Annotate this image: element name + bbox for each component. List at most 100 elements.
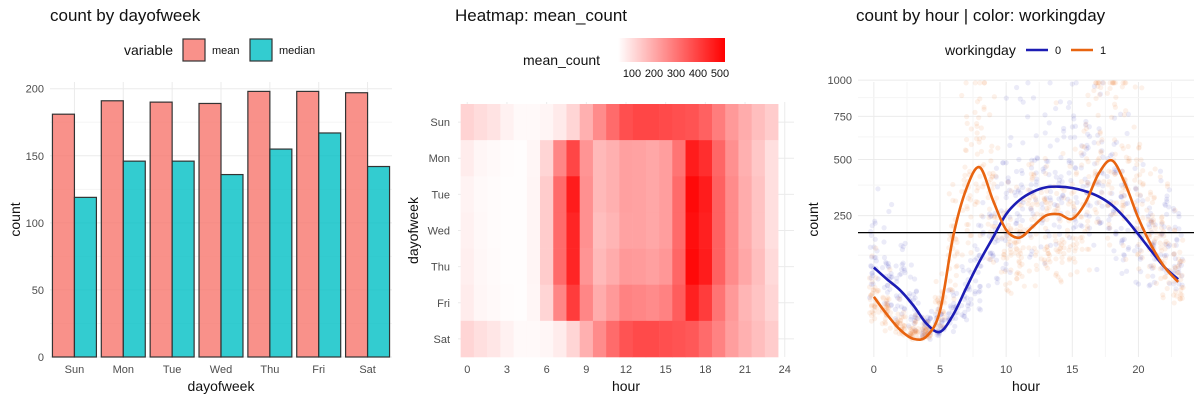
scatter-point-0 bbox=[1048, 197, 1054, 203]
legend-label: 100 bbox=[623, 68, 641, 80]
x-tick-label: 3 bbox=[504, 364, 510, 376]
heat-cell bbox=[738, 248, 752, 286]
heat-cell bbox=[579, 104, 594, 141]
scatter-point-1 bbox=[866, 275, 873, 281]
heat-cell bbox=[659, 284, 673, 322]
scatter-point-0 bbox=[965, 303, 971, 309]
scatter-point-0 bbox=[1173, 286, 1179, 292]
scatter-point-1 bbox=[1164, 183, 1171, 189]
scatter-point-1 bbox=[1112, 171, 1118, 177]
scatter-point-1 bbox=[978, 148, 985, 155]
legend-title: workingday bbox=[944, 42, 1016, 58]
scatter-point-1 bbox=[974, 99, 981, 105]
scatter-point-0 bbox=[1159, 231, 1165, 238]
scatter-point-1 bbox=[1046, 204, 1052, 211]
scatter-point-0 bbox=[1039, 201, 1045, 207]
scatter-point-0 bbox=[1132, 165, 1138, 172]
scatter-point-0 bbox=[977, 298, 983, 304]
scatter-point-0 bbox=[1072, 123, 1079, 129]
scatter-point-1 bbox=[1177, 249, 1183, 255]
scatter-point-0 bbox=[912, 295, 918, 301]
scatter-point-1 bbox=[1041, 257, 1047, 263]
scatter-point-1 bbox=[1101, 80, 1107, 86]
scatter-point-1 bbox=[1121, 193, 1127, 199]
scatter-point-1 bbox=[1135, 251, 1142, 257]
scatter-point-1 bbox=[954, 249, 960, 255]
scatter-point-1 bbox=[869, 302, 875, 308]
scatter-point-1 bbox=[1061, 245, 1067, 251]
scatter-point-0 bbox=[915, 315, 921, 322]
scatter-point-1 bbox=[872, 284, 878, 291]
scatter-point-1 bbox=[1125, 213, 1131, 220]
scatter-point-1 bbox=[968, 141, 974, 148]
scatter-point-1 bbox=[1030, 193, 1037, 199]
scatter-point-0 bbox=[881, 255, 888, 261]
scatter-point-0 bbox=[951, 300, 957, 306]
scatter-point-0 bbox=[889, 201, 895, 208]
scatter-point-1 bbox=[1096, 155, 1102, 161]
scatter-point-1 bbox=[1125, 143, 1131, 150]
scatter-point-1 bbox=[978, 213, 985, 219]
scatter-point-0 bbox=[965, 267, 972, 273]
scatter-point-1 bbox=[1126, 158, 1132, 164]
scatter-point-1 bbox=[991, 94, 997, 100]
scatter-point-1 bbox=[1038, 189, 1044, 196]
heat-cell bbox=[619, 284, 633, 322]
scatter-point-1 bbox=[1107, 225, 1113, 231]
heat-cell bbox=[711, 320, 726, 358]
scatter-point-0 bbox=[1028, 251, 1034, 258]
scatter-point-0 bbox=[869, 270, 875, 276]
scatter-point-0 bbox=[1176, 265, 1182, 272]
legend-label: 0 bbox=[1055, 45, 1061, 57]
scatter-point-1 bbox=[1016, 202, 1022, 208]
x-tick-label: 5 bbox=[937, 364, 943, 376]
legend-label: 200 bbox=[645, 68, 663, 80]
scatter-point-1 bbox=[947, 278, 953, 284]
heat-cell bbox=[500, 284, 514, 322]
scatter-point-1 bbox=[1151, 194, 1158, 200]
scatter-point-0 bbox=[1028, 182, 1034, 188]
scatter-point-0 bbox=[1119, 238, 1125, 244]
scatter-point-1 bbox=[883, 304, 889, 310]
scatter-point-0 bbox=[1121, 192, 1127, 198]
heat-cell bbox=[619, 212, 633, 249]
scatter-point-1 bbox=[872, 303, 878, 310]
heat-cell bbox=[725, 248, 739, 286]
scatter-point-0 bbox=[1058, 174, 1064, 180]
heat-cell bbox=[473, 320, 488, 358]
scatter-point-1 bbox=[879, 321, 885, 327]
scatter-point-0 bbox=[1013, 220, 1020, 226]
scatter-point-0 bbox=[1162, 201, 1168, 207]
scatter-point-1 bbox=[924, 326, 930, 332]
scatter-point-0 bbox=[986, 211, 993, 217]
scatter-point-0 bbox=[1029, 248, 1035, 254]
scatter-point-1 bbox=[882, 316, 888, 322]
scatter-point-0 bbox=[894, 279, 900, 285]
heat-cell bbox=[751, 176, 766, 213]
scatter-point-1 bbox=[988, 256, 994, 263]
x-tick-label: 6 bbox=[544, 364, 550, 376]
scatter-point-1 bbox=[1159, 220, 1166, 226]
scatter-point-0 bbox=[1069, 124, 1076, 130]
scatter-point-1 bbox=[1158, 275, 1164, 282]
heat-cell bbox=[566, 320, 581, 358]
scatter-point-0 bbox=[937, 324, 943, 330]
heat-cell bbox=[460, 248, 475, 286]
scatter-point-0 bbox=[1066, 159, 1072, 166]
scatter-point-0 bbox=[1161, 224, 1167, 230]
scatter-point-1 bbox=[907, 324, 913, 331]
scatter-point-0 bbox=[870, 273, 876, 279]
scatter-point-1 bbox=[1150, 222, 1156, 228]
scatter-point-1 bbox=[1136, 225, 1142, 232]
heat-cell bbox=[738, 320, 752, 358]
scatter-point-0 bbox=[1178, 232, 1184, 238]
scatter-point-1 bbox=[964, 114, 970, 120]
scatter-point-1 bbox=[933, 278, 939, 285]
scatter-point-1 bbox=[1005, 179, 1011, 185]
scatter-point-1 bbox=[1178, 276, 1184, 283]
scatter-point-1 bbox=[972, 201, 978, 208]
scatter-point-1 bbox=[1020, 245, 1026, 251]
scatter-point-1 bbox=[871, 307, 877, 313]
scatter-point-0 bbox=[1140, 198, 1146, 204]
x-tick-label: 15 bbox=[660, 364, 672, 376]
